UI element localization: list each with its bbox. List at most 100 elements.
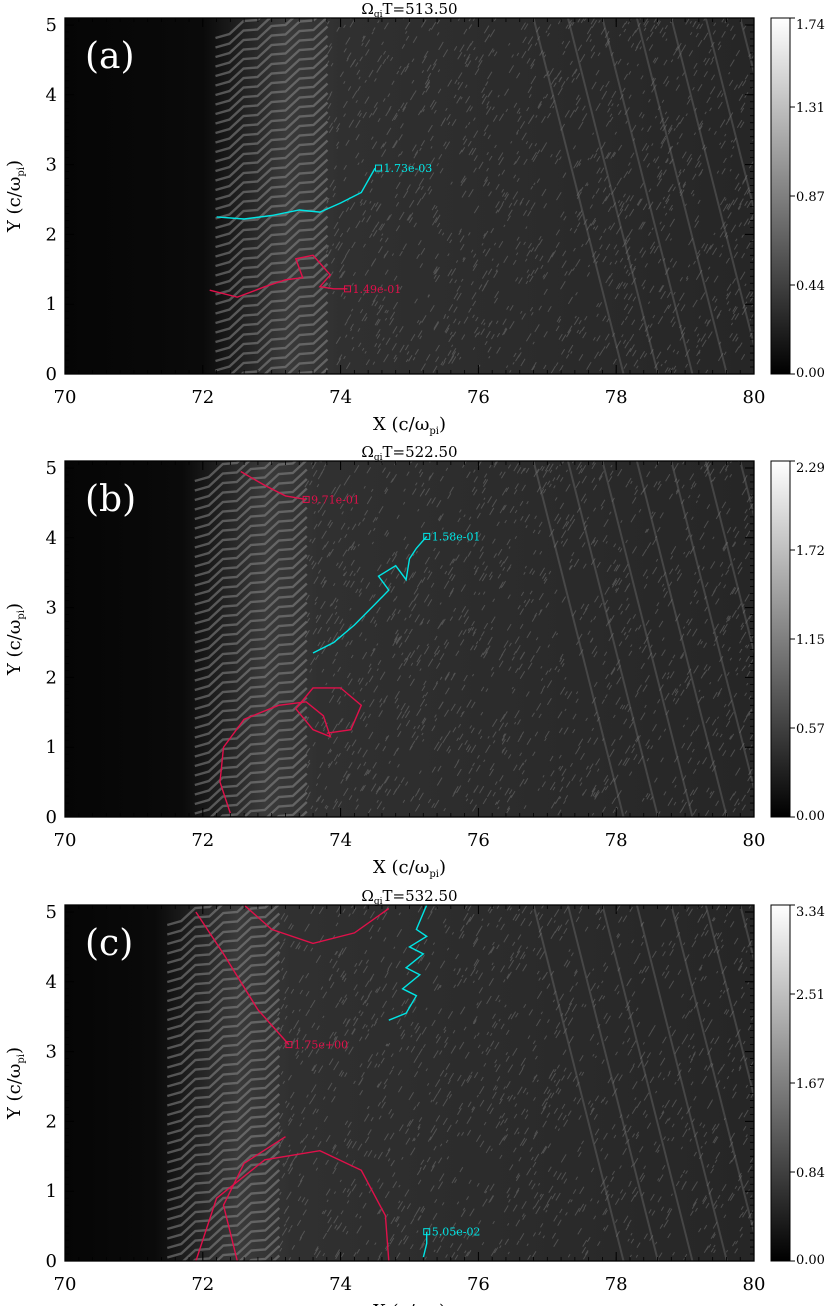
y-tick-label: 0 <box>46 807 57 828</box>
colorbar-tick-label: 0.44 <box>796 279 825 294</box>
trajectory-label: 1.49e-01 <box>352 283 401 296</box>
panel-b: 1.58e-01 9.71e-01 70 72 74 76 78 80 X (c/ωpi) 0 1 2… <box>4 443 825 880</box>
x-axis-label: X (c/ωpi) <box>373 857 446 880</box>
trajectory-label: 5.05e-02 <box>432 1226 481 1239</box>
colorbar-gradient <box>770 904 791 1262</box>
field-texture: 1.58e-01 9.71e-01 <box>65 461 754 817</box>
front-striations <box>215 18 329 374</box>
x-tick-label: 74 <box>329 387 352 408</box>
y-axis-label: Y (c/ωpi) <box>4 603 27 676</box>
x-tick-label: 72 <box>191 830 214 851</box>
field-texture: 1.73e-03 1.49e-01 <box>65 18 754 374</box>
particle-trajectory <box>312 535 428 654</box>
panel-label: (c) <box>85 923 133 964</box>
trajectory-label: 9.71e-01 <box>311 493 360 506</box>
y-axis-label: Y (c/ωpi) <box>4 160 27 233</box>
x-tick-label: 70 <box>54 387 77 408</box>
x-tick-label: 76 <box>467 387 490 408</box>
y-axis-label: Y (c/ωpi) <box>4 1047 27 1120</box>
panel-label: (b) <box>85 479 136 520</box>
downstream-filaments <box>532 461 754 817</box>
colorbar-tick-label: 1.15 <box>796 633 825 648</box>
particle-trajectory <box>209 254 348 298</box>
plot-title: ΩgiT=522.50 <box>361 443 457 463</box>
trajectory-endpoint-marker <box>285 1041 293 1049</box>
y-tick-label: 4 <box>46 528 57 549</box>
y-tick-label: 3 <box>46 598 57 619</box>
colorbar-tick-label: 0.00 <box>796 809 825 824</box>
y-tick-label: 0 <box>46 1251 57 1272</box>
y-tick-label: 5 <box>46 902 57 923</box>
colorbar-tick-label: 0.84 <box>796 1166 825 1181</box>
x-tick-label: 72 <box>191 1274 214 1295</box>
colorbar-gradient <box>770 460 791 818</box>
particle-trajectory <box>219 687 363 814</box>
colorbar-tick-label: 0.00 <box>796 366 825 381</box>
trajectory-endpoint-marker <box>423 1228 431 1236</box>
x-tick-label: 80 <box>743 1274 766 1295</box>
trajectory-label: 1.58e-01 <box>432 530 481 543</box>
particle-trajectory <box>216 167 376 220</box>
front-striations <box>194 461 308 817</box>
x-axis-label: X (c/ωpi) <box>373 1301 446 1306</box>
x-tick-label: 78 <box>605 387 628 408</box>
y-tick-label: 0 <box>46 364 57 385</box>
field-shading <box>65 461 754 817</box>
colorbar: 2.29 1.72 1.15 0.57 0.00 <box>770 460 825 824</box>
plot-title: ΩgiT=513.50 <box>361 0 457 20</box>
colorbar-tick-label: 0.57 <box>796 722 825 737</box>
y-tick-label: 2 <box>46 667 57 688</box>
colorbar-tick-label: 1.31 <box>796 101 825 116</box>
colorbar: 1.74 1.31 0.87 0.44 0.00 <box>770 17 825 381</box>
downstream-filaments <box>532 18 754 374</box>
field-texture: 5.05e-02 1.75e+00 <box>65 905 754 1261</box>
x-tick-label: 80 <box>743 387 766 408</box>
y-tick-label: 2 <box>46 1111 57 1132</box>
x-tick-label: 72 <box>191 387 214 408</box>
y-tick-label: 5 <box>46 458 57 479</box>
panel-label: (a) <box>85 36 135 77</box>
y-tick-label: 4 <box>46 85 57 106</box>
trajectory-endpoint-marker <box>302 495 310 503</box>
x-axis: 70 72 74 76 78 80 X (c/ωpi) <box>54 18 766 437</box>
trajectory-endpoint-marker <box>343 285 351 293</box>
particle-trajectory <box>422 1231 428 1258</box>
downstream-filaments <box>532 905 754 1261</box>
x-axis: 70 72 74 76 78 80 X (c/ωpi) <box>54 905 766 1306</box>
colorbar-tick-label: 1.74 <box>796 18 825 33</box>
colorbar-tick-label: 1.67 <box>796 1077 825 1092</box>
front-striations <box>166 905 281 1261</box>
y-axis: 0 1 2 3 4 5 Y (c/ωpi) <box>4 15 754 385</box>
turbulence-speckle <box>325 18 754 374</box>
particle-trajectory <box>195 1149 390 1261</box>
x-tick-label: 74 <box>329 830 352 851</box>
turbulence-speckle <box>277 905 754 1261</box>
y-tick-label: 5 <box>46 15 57 36</box>
colorbar-tick-label: 0.87 <box>796 190 825 205</box>
colorbar-tick-label: 2.29 <box>796 461 825 476</box>
y-tick-label: 3 <box>46 1042 57 1063</box>
x-axis: 70 72 74 76 78 80 X (c/ωpi) <box>54 461 765 880</box>
y-tick-label: 1 <box>46 737 57 758</box>
particle-trajectory <box>388 905 428 1021</box>
x-axis-label: X (c/ωpi) <box>373 414 446 437</box>
colorbar: 3.34 2.51 1.67 0.84 0.00 <box>770 904 825 1268</box>
trajectory-endpoint-marker <box>423 532 431 540</box>
y-tick-label: 1 <box>46 294 57 315</box>
x-tick-label: 76 <box>467 830 490 851</box>
turbulence-speckle <box>304 461 754 817</box>
panel-c: 5.05e-02 1.75e+00 70 72 74 76 78 80 X (c/ωpi) 0 1 2… <box>4 887 825 1306</box>
x-tick-label: 78 <box>605 1274 628 1295</box>
x-tick-label: 74 <box>329 1274 352 1295</box>
particle-trajectory <box>243 905 390 945</box>
y-tick-label: 4 <box>46 972 57 993</box>
colorbar-tick-label: 0.00 <box>796 1253 825 1268</box>
plot-title: ΩgiT=532.50 <box>361 887 457 907</box>
x-tick-label: 70 <box>54 1274 77 1295</box>
colorbar-tick-label: 1.72 <box>796 544 825 559</box>
panel-a: 1.73e-03 1.49e-01 70 72 74 76 78 80 X (c/ωpi) 0 1 2… <box>4 0 825 437</box>
x-tick-label: 70 <box>54 830 77 851</box>
particle-trajectory <box>222 1136 286 1261</box>
y-tick-label: 1 <box>46 1181 57 1202</box>
